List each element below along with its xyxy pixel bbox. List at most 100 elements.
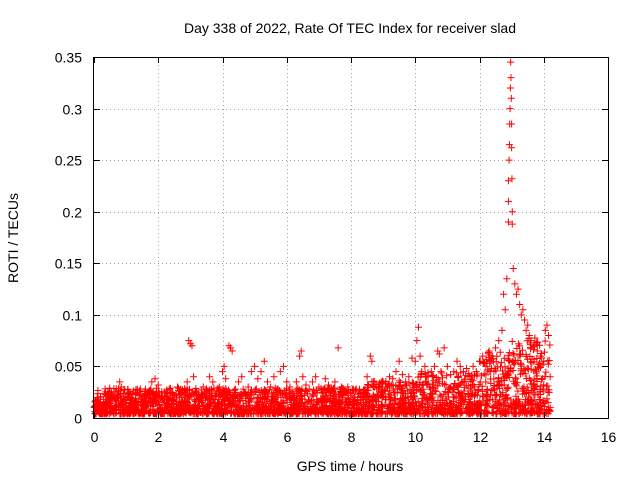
data-point: [391, 400, 399, 408]
data-point: [271, 398, 279, 406]
data-point: [456, 390, 464, 398]
data-point: [246, 395, 254, 403]
data-point: [235, 391, 243, 399]
data-point: [505, 349, 513, 357]
data-point: [164, 395, 172, 403]
data-point: [541, 337, 549, 345]
data-point: [266, 408, 274, 416]
data-point: [519, 390, 527, 398]
data-point: [369, 378, 377, 386]
data-point: [501, 410, 509, 418]
data-point: [247, 368, 255, 376]
data-point: [525, 374, 533, 382]
x-tick-label: 8: [348, 429, 356, 445]
data-point: [270, 373, 278, 381]
data-point: [443, 372, 451, 380]
data-point: [408, 354, 416, 362]
data-point: [269, 409, 277, 417]
data-point: [536, 363, 544, 371]
data-point: [495, 407, 503, 415]
data-point: [318, 388, 326, 396]
data-point: [295, 386, 303, 394]
data-point: [478, 382, 486, 390]
data-point: [528, 408, 536, 416]
y-axis-ticks: 0 0.05 0.1 0.15 0.2 0.25 0.3 0.35: [55, 50, 608, 427]
data-point: [519, 405, 527, 413]
data-point: [442, 404, 450, 412]
data-point: [276, 368, 284, 376]
data-point: [528, 380, 536, 388]
data-point: [328, 385, 336, 393]
x-tick-label: 6: [284, 429, 292, 445]
data-point: [418, 410, 426, 418]
data-point: [518, 346, 526, 354]
data-point: [506, 105, 514, 113]
data-point: [541, 348, 549, 356]
data-point: [424, 380, 432, 388]
data-point: [504, 197, 512, 205]
data-point: [522, 352, 530, 360]
data-point: [420, 394, 428, 402]
data-point: [450, 380, 458, 388]
data-point: [253, 402, 261, 410]
data-point: [299, 373, 307, 381]
data-point: [334, 344, 342, 352]
data-point: [215, 400, 223, 408]
data-point: [297, 347, 305, 355]
y-tick-label: 0: [74, 411, 82, 427]
data-point: [365, 381, 373, 389]
data-point: [331, 378, 339, 386]
data-point: [462, 406, 470, 414]
data-point: [172, 409, 180, 417]
data-point: [104, 388, 112, 396]
data-point: [222, 385, 230, 393]
data-point: [439, 380, 447, 388]
data-point: [376, 383, 384, 391]
data-point: [275, 407, 283, 415]
data-point: [226, 401, 234, 409]
data-point: [341, 388, 349, 396]
data-point: [223, 394, 231, 402]
data-point: [130, 410, 138, 418]
data-point: [425, 383, 433, 391]
data-point: [198, 390, 206, 398]
data-point: [117, 383, 125, 391]
data-point: [431, 387, 439, 395]
data-point: [463, 364, 471, 372]
data-point: [344, 395, 352, 403]
data-point: [192, 396, 200, 404]
data-point: [338, 384, 346, 392]
data-point: [508, 208, 516, 216]
data-point: [509, 264, 517, 272]
data-point: [482, 378, 490, 386]
data-point: [422, 406, 430, 414]
data-point: [350, 401, 358, 409]
data-point: [259, 394, 267, 402]
data-point: [177, 385, 185, 393]
data-point: [505, 356, 513, 364]
data-point: [231, 394, 239, 402]
data-point: [332, 398, 340, 406]
y-tick-label: 0.35: [55, 50, 82, 66]
data-point: [466, 373, 474, 381]
data-point: [180, 388, 188, 396]
data-point: [414, 323, 422, 331]
data-point: [474, 399, 482, 407]
data-point: [146, 398, 154, 406]
data-point: [489, 409, 497, 417]
data-point: [260, 357, 268, 365]
data-point: [493, 382, 501, 390]
data-point: [212, 391, 220, 399]
data-point: [219, 385, 227, 393]
data-point: [283, 392, 291, 400]
data-point: [349, 385, 357, 393]
data-point: [508, 220, 516, 228]
data-point: [483, 385, 491, 393]
data-point: [515, 409, 523, 417]
data-point: [157, 404, 165, 412]
data-point: [93, 393, 101, 401]
data-point: [458, 379, 466, 387]
data-point: [542, 368, 550, 376]
data-point: [443, 399, 451, 407]
data-point: [176, 390, 184, 398]
